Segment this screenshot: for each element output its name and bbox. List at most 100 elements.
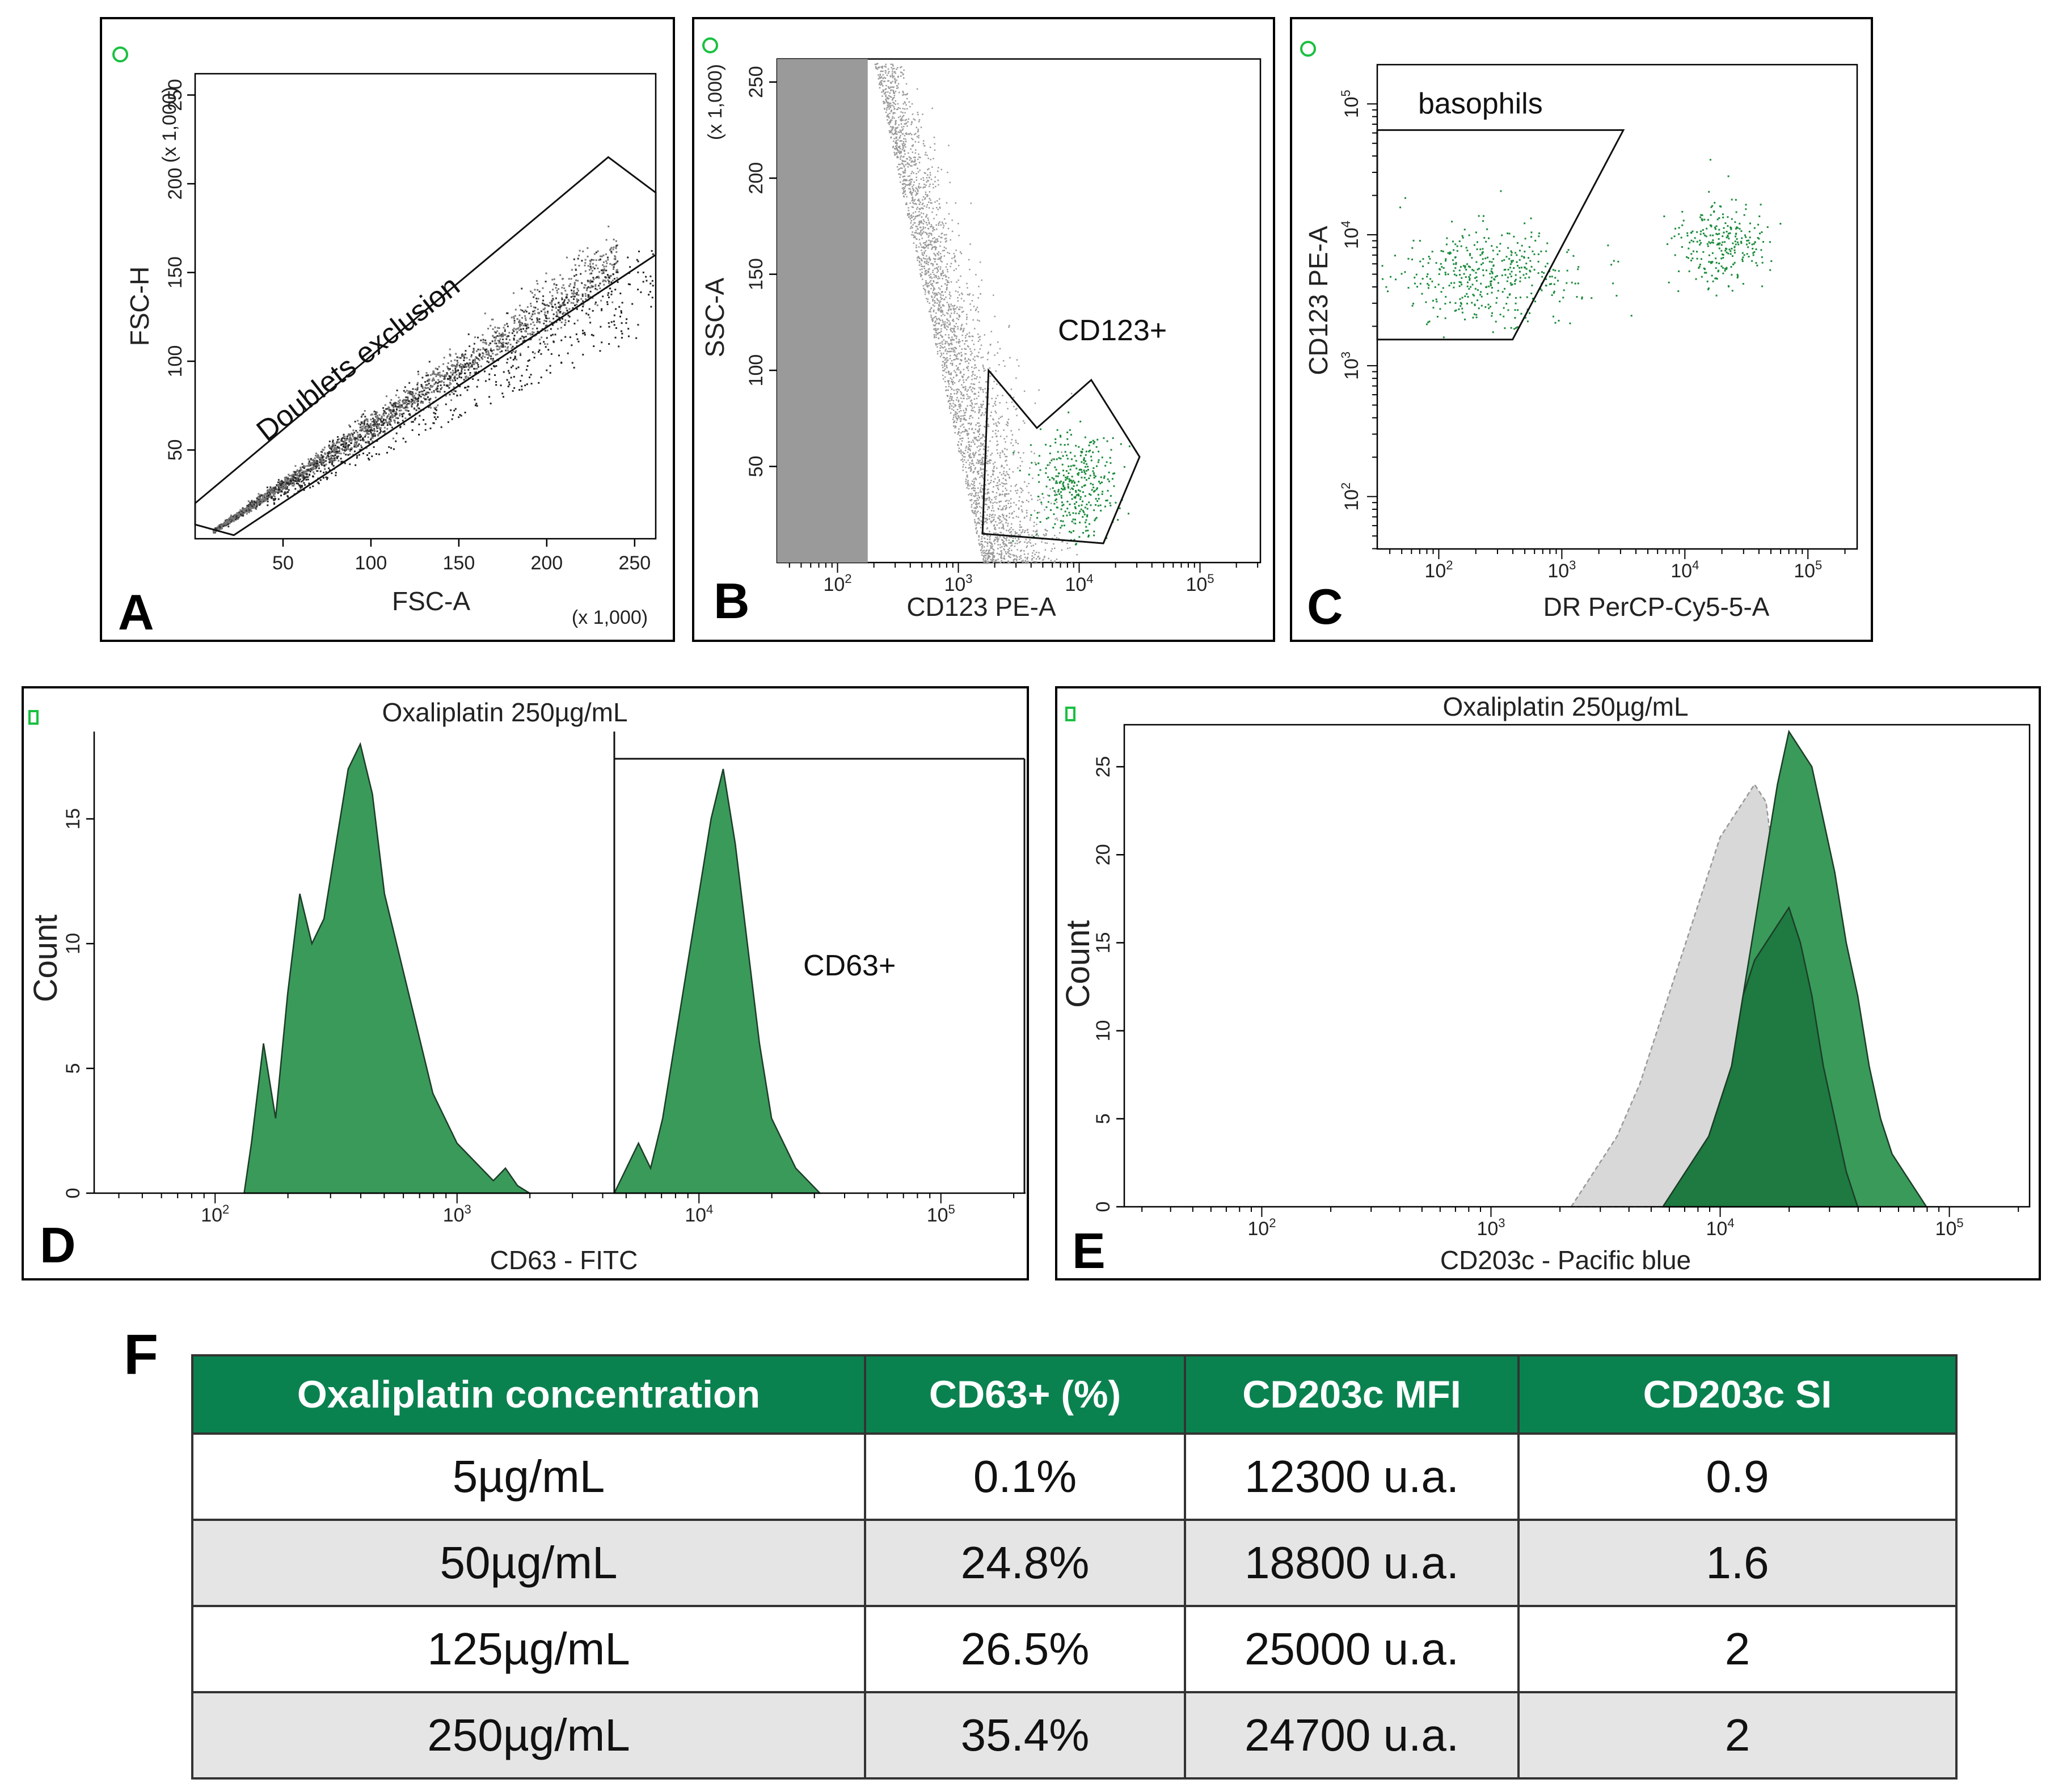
event-dot [955, 371, 956, 373]
event-dot [551, 301, 553, 303]
event-dot [886, 107, 888, 109]
event-dot [218, 527, 220, 530]
event-dot [269, 496, 272, 498]
event-dot [347, 445, 349, 447]
event-dot [900, 75, 902, 77]
event-dot [924, 154, 926, 156]
event-dot [308, 474, 310, 476]
event-dot [605, 239, 608, 241]
event-dot [610, 290, 613, 293]
event-dot [513, 318, 515, 320]
event-dot [902, 183, 905, 185]
event-dot [925, 191, 927, 193]
event-dot [613, 314, 615, 316]
event-dot [322, 462, 324, 464]
event-dot [923, 205, 925, 207]
event-dot [982, 477, 985, 480]
event-dot [584, 264, 586, 267]
event-dot [933, 273, 935, 276]
event-dot [935, 331, 937, 333]
event-dot [299, 484, 301, 487]
event-dot [914, 215, 916, 218]
event-dot [974, 496, 976, 497]
event-dot [960, 425, 961, 428]
event-dot [336, 447, 338, 449]
event-dot [269, 493, 272, 496]
event-dot [947, 280, 948, 282]
event-dot [967, 447, 969, 449]
event-dot [986, 522, 988, 524]
event-dot [998, 422, 1000, 424]
event-dot [576, 303, 578, 306]
event-dot [411, 393, 413, 395]
event-dot [449, 377, 452, 379]
event-dot [344, 446, 347, 449]
event-dot [635, 337, 638, 339]
event-dot [340, 460, 343, 463]
event-dot [506, 323, 508, 325]
event-dot [1024, 560, 1027, 561]
event-dot [969, 467, 971, 468]
event-dot [932, 320, 934, 322]
event-dot [977, 471, 980, 472]
event-dot [914, 190, 917, 192]
event-dot [370, 426, 373, 429]
event-dot [998, 515, 1000, 517]
event-dot [298, 484, 301, 487]
event-dot [963, 329, 964, 331]
event-dot [883, 81, 885, 82]
event-dot [886, 98, 888, 100]
event-dot [956, 374, 958, 377]
event-dot [552, 313, 555, 315]
event-dot [615, 308, 617, 310]
event-dot [636, 259, 638, 261]
event-dot [235, 518, 237, 521]
event-dot [917, 171, 919, 173]
event-dot [592, 281, 594, 283]
event-dot [428, 399, 431, 401]
event-dot [259, 500, 261, 502]
event-dot [952, 328, 954, 329]
event-dot [981, 547, 983, 549]
event-dot [390, 399, 393, 401]
event-dot [917, 233, 918, 235]
event-dot [936, 302, 938, 304]
event-dot [892, 77, 894, 79]
event-dot [446, 373, 449, 375]
event-dot [1003, 549, 1005, 551]
event-dot [887, 96, 888, 99]
event-dot [550, 328, 552, 330]
event-dot [508, 381, 510, 383]
event-dot [1023, 550, 1025, 552]
event-dot [450, 360, 452, 362]
event-dot [581, 293, 584, 295]
event-dot [377, 434, 379, 437]
event-dot [608, 296, 610, 298]
event-dot [614, 263, 616, 265]
event-dot [560, 321, 563, 323]
event-dot [985, 498, 987, 500]
event-dot [983, 534, 985, 536]
event-dot [493, 360, 495, 362]
event-dot [533, 331, 535, 333]
event-dot [445, 374, 447, 377]
event-dot [536, 301, 538, 303]
event-dot [602, 272, 605, 274]
event-dot [957, 279, 959, 281]
y-tick-label: 200 [164, 168, 186, 200]
event-dot [482, 355, 484, 357]
event-dot [543, 314, 546, 316]
event-dot [454, 379, 457, 382]
event-dot [405, 396, 407, 399]
event-dot [916, 192, 918, 194]
event-dot [248, 508, 251, 510]
event-dot [1001, 415, 1003, 417]
event-dot [596, 304, 598, 306]
event-dot [958, 234, 960, 236]
event-dot [544, 329, 546, 332]
event-dot [975, 436, 977, 438]
event-dot [275, 486, 277, 488]
event-dot [523, 311, 525, 313]
event-dot [931, 284, 933, 286]
event-dot [898, 150, 900, 152]
